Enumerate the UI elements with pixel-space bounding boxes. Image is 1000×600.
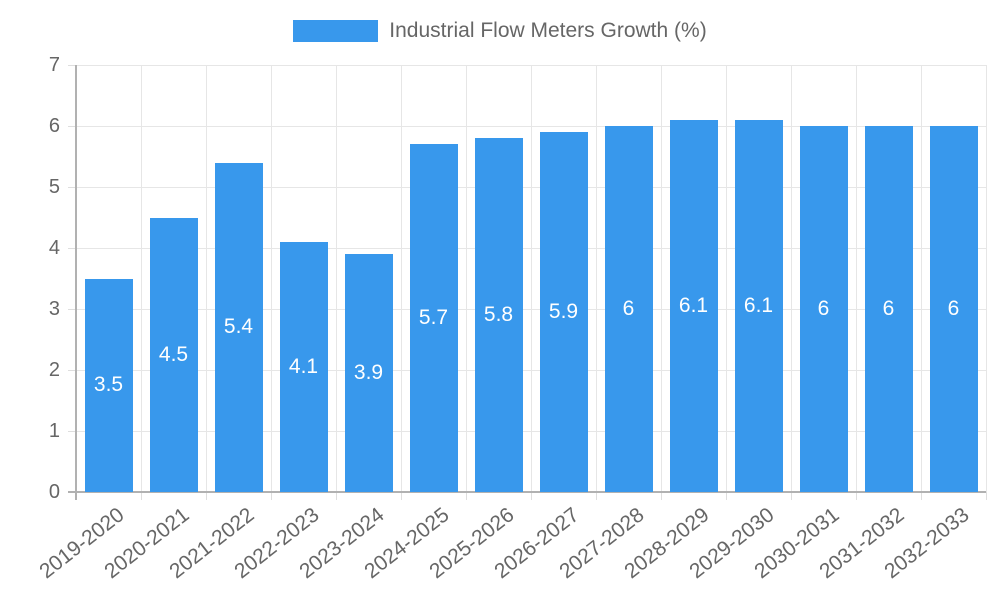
legend-label: Industrial Flow Meters Growth (%)	[389, 19, 707, 42]
bar: 5.4	[214, 162, 263, 492]
legend-swatch-icon	[293, 20, 379, 42]
bar: 5.8	[474, 138, 523, 492]
y-axis-tick-label: 2	[48, 359, 60, 381]
x-gridline	[595, 65, 597, 492]
bar: 6	[799, 126, 848, 492]
x-tick	[920, 492, 922, 500]
bar: 6	[864, 126, 913, 492]
bar: 3.9	[344, 254, 393, 492]
x-gridline	[790, 65, 792, 492]
bar: 5.7	[409, 144, 458, 492]
bar-value-label: 5.4	[223, 315, 254, 339]
bar: 4.1	[279, 241, 328, 492]
bar-value-label: 6.1	[743, 293, 774, 317]
x-gridline	[725, 65, 727, 492]
x-tick	[465, 492, 467, 500]
x-gridline	[530, 65, 532, 492]
x-tick	[660, 492, 662, 500]
y-tick	[68, 247, 76, 249]
y-axis-line	[75, 65, 77, 500]
x-tick	[335, 492, 337, 500]
x-gridline	[205, 65, 207, 492]
bar: 3.5	[84, 278, 133, 492]
y-axis-tick-label: 0	[48, 481, 60, 503]
x-gridline	[660, 65, 662, 492]
x-tick	[400, 492, 402, 500]
bar: 6	[929, 126, 978, 492]
y-tick	[68, 186, 76, 188]
y-tick	[68, 308, 76, 310]
x-tick	[855, 492, 857, 500]
x-tick	[985, 492, 987, 500]
bar-value-label: 4.5	[158, 342, 189, 366]
bar-value-label: 6.1	[678, 293, 709, 317]
x-gridline	[985, 65, 987, 492]
x-tick	[595, 492, 597, 500]
bar-value-label: 3.9	[353, 361, 384, 385]
x-gridline	[270, 65, 272, 492]
bar-value-label: 4.1	[288, 354, 319, 378]
bar-value-label: 6	[817, 297, 830, 320]
x-gridline	[140, 65, 142, 492]
bar: 6	[604, 126, 653, 492]
y-axis-tick-label: 3	[48, 298, 60, 320]
x-gridline	[335, 65, 337, 492]
x-gridline	[465, 65, 467, 492]
x-tick	[530, 492, 532, 500]
x-axis-line	[68, 491, 986, 493]
x-tick	[790, 492, 792, 500]
x-tick	[270, 492, 272, 500]
bar-value-label: 5.8	[483, 303, 514, 327]
y-axis-tick-label: 1	[48, 420, 60, 442]
bar-value-label: 5.9	[548, 300, 579, 324]
y-axis-tick-label: 5	[48, 176, 60, 198]
x-tick	[140, 492, 142, 500]
bar-value-label: 6	[622, 297, 635, 320]
x-tick	[725, 492, 727, 500]
y-tick	[68, 125, 76, 127]
y-axis-tick-label: 6	[48, 115, 60, 137]
bar-value-label: 5.7	[418, 306, 449, 330]
y-axis-tick-label: 4	[48, 237, 60, 259]
x-gridline	[400, 65, 402, 492]
legend[interactable]: Industrial Flow Meters Growth (%)	[0, 18, 1000, 44]
y-tick	[68, 64, 76, 66]
x-gridline	[920, 65, 922, 492]
y-tick	[68, 369, 76, 371]
bar-value-label: 3.5	[93, 373, 124, 397]
bar: 6.1	[669, 119, 718, 492]
x-gridline	[855, 65, 857, 492]
bar-value-label: 6	[947, 297, 960, 320]
bar-value-label: 6	[882, 297, 895, 320]
bar: 4.5	[149, 217, 198, 492]
y-tick	[68, 430, 76, 432]
bar: 6.1	[734, 119, 783, 492]
x-tick	[205, 492, 207, 500]
y-axis-tick-label: 7	[48, 54, 60, 76]
bar: 5.9	[539, 132, 588, 492]
